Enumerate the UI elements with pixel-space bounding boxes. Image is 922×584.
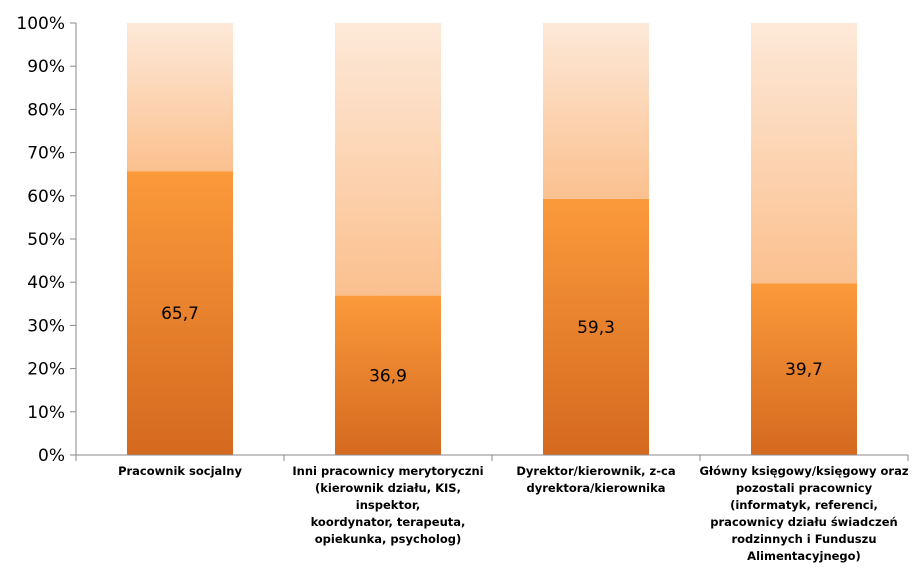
y-axis: 0% 10% 20% 30% 40% 50% 60% 70% 80% 90% 100% [16, 14, 77, 466]
bar-segment-1-4 [751, 283, 857, 455]
y-tick-label: 30% [27, 316, 65, 336]
x-category-label: Pracownik socjalny [118, 464, 242, 478]
data-label: 59,3 [577, 318, 615, 338]
y-tick-label: 50% [27, 230, 65, 250]
x-category-label: Inni pracownicy merytoryczni (kierownik … [292, 464, 484, 546]
bar-segment-2-2 [335, 23, 441, 296]
bar-segment-1-1 [127, 171, 233, 455]
bar-segment-1-3 [543, 198, 649, 455]
y-tick-label: 80% [27, 100, 65, 120]
bars: 65,7 36,9 59,3 39,7 [127, 23, 857, 455]
bar-segment-2-1 [127, 23, 233, 172]
bar-segment-1-2 [335, 295, 441, 455]
data-label: 65,7 [161, 304, 199, 324]
bar-segment-2-4 [751, 23, 857, 284]
bar-segment-2-3 [543, 23, 649, 199]
x-category-label: Dyrektor/kierownik, z-ca dyrektora/kiero… [516, 464, 676, 495]
data-label: 36,9 [369, 366, 407, 386]
y-tick-label: 60% [27, 187, 65, 207]
y-tick-label: 0% [38, 446, 65, 466]
y-tick-label: 10% [27, 403, 65, 423]
y-tick-label: 90% [27, 57, 65, 77]
x-axis [75, 454, 909, 461]
y-tick-label: 40% [27, 273, 65, 293]
y-tick-label: 70% [27, 144, 65, 164]
y-tick-label: 20% [27, 360, 65, 380]
data-label: 39,7 [785, 360, 823, 380]
x-category-label: Główny księgowy/księgowy oraz pozostali … [699, 464, 909, 563]
y-tick-label: 100% [16, 14, 65, 34]
